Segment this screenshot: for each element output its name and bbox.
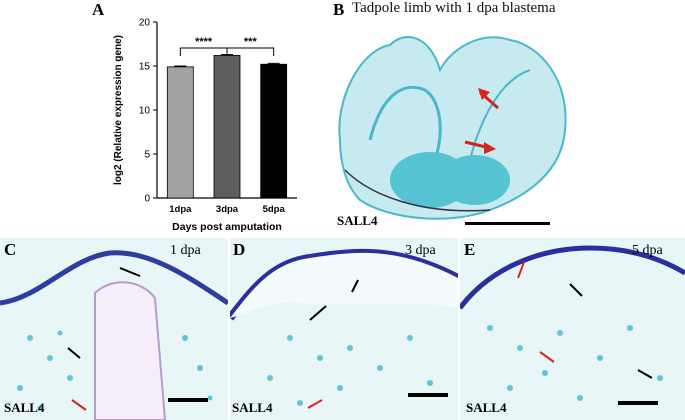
scale-bar-b bbox=[465, 222, 550, 225]
x-axis-title: Days post amputation bbox=[172, 221, 282, 233]
y-axis-title: log2 (Relative expression gene) bbox=[113, 35, 124, 185]
y-tick-label: 15 bbox=[139, 62, 151, 73]
micrograph-5dpa bbox=[460, 238, 685, 420]
x-tick-label: 3dpa bbox=[216, 204, 239, 215]
panel-e-stain: SALL4 bbox=[466, 400, 507, 415]
panel-c-timepoint: 1 dpa bbox=[170, 243, 201, 258]
x-tick-label: 1dpa bbox=[169, 204, 192, 215]
y-tick-label: 10 bbox=[139, 106, 151, 117]
y-tick-label: 5 bbox=[144, 150, 150, 161]
x-tick-label: 5dpa bbox=[263, 204, 286, 215]
panel-d-letter: D bbox=[233, 240, 246, 259]
panel-d-stain: SALL4 bbox=[232, 400, 273, 415]
significance-bracket bbox=[179, 47, 228, 56]
bar-3dpa bbox=[213, 55, 241, 199]
y-tick-label: 20 bbox=[139, 18, 151, 29]
panel-e-letter: E bbox=[464, 240, 476, 259]
panel-c-letter: C bbox=[4, 240, 17, 259]
panel-c-stain: SALL4 bbox=[4, 400, 45, 415]
panel-b-letter: B bbox=[333, 0, 345, 19]
panel-b-title: Tadpole limb with 1 dpa blastema bbox=[352, 0, 556, 16]
panel-e-timepoint: 5 dpa bbox=[632, 243, 663, 258]
significance-label: *** bbox=[244, 36, 258, 48]
panel-b-stain: SALL4 bbox=[337, 213, 378, 228]
significance-bracket bbox=[226, 47, 275, 56]
micrograph-3dpa bbox=[230, 238, 458, 420]
bar-5dpa bbox=[260, 63, 288, 199]
tadpole-limb-micrograph bbox=[330, 20, 580, 230]
significance-label: **** bbox=[195, 36, 213, 48]
bar-1dpa bbox=[166, 66, 194, 199]
panel-d-timepoint: 3 dpa bbox=[405, 243, 436, 258]
micrograph-1dpa bbox=[0, 238, 228, 420]
panel-a-letter: A bbox=[92, 0, 105, 19]
y-tick-label: 0 bbox=[144, 194, 150, 205]
